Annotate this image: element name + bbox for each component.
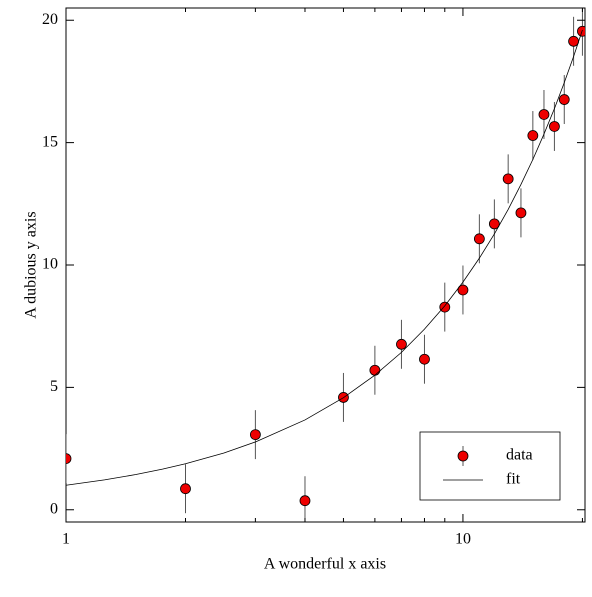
data-point: [249, 429, 261, 441]
data-point: [558, 94, 570, 105]
y-tick-label: 20: [42, 11, 58, 28]
data-point: [577, 25, 585, 37]
data-point: [396, 338, 407, 350]
legend-box: [419, 431, 561, 501]
data-point: [419, 353, 430, 365]
data-point: [180, 483, 191, 495]
fit-line: [66, 29, 583, 486]
data-point: [538, 109, 550, 120]
data-point: [457, 284, 469, 296]
legend-label: fit: [506, 471, 521, 488]
data-point: [502, 173, 514, 185]
y-tick-label: 5: [50, 378, 58, 395]
plot-area: [66, 8, 585, 522]
y-tick-label: 0: [50, 500, 58, 517]
data-point: [473, 233, 485, 245]
y-tick-label: 10: [42, 256, 58, 273]
data-point: [515, 207, 527, 219]
y-axis-label: A dubious y axis: [23, 211, 40, 318]
legend-label: data: [506, 447, 533, 464]
data-point: [439, 301, 451, 313]
x-tick-label: 10: [455, 531, 471, 548]
data-point: [549, 121, 560, 132]
data-point: [527, 130, 539, 141]
data-point: [369, 364, 381, 376]
x-tick-label: 1: [62, 531, 70, 548]
x-axis-label: A wonderful x axis: [264, 556, 386, 573]
data-point: [66, 453, 72, 465]
data-point: [299, 495, 311, 507]
legend-marker: [457, 450, 469, 462]
data-point: [488, 218, 500, 230]
y-tick-label: 15: [42, 133, 58, 150]
